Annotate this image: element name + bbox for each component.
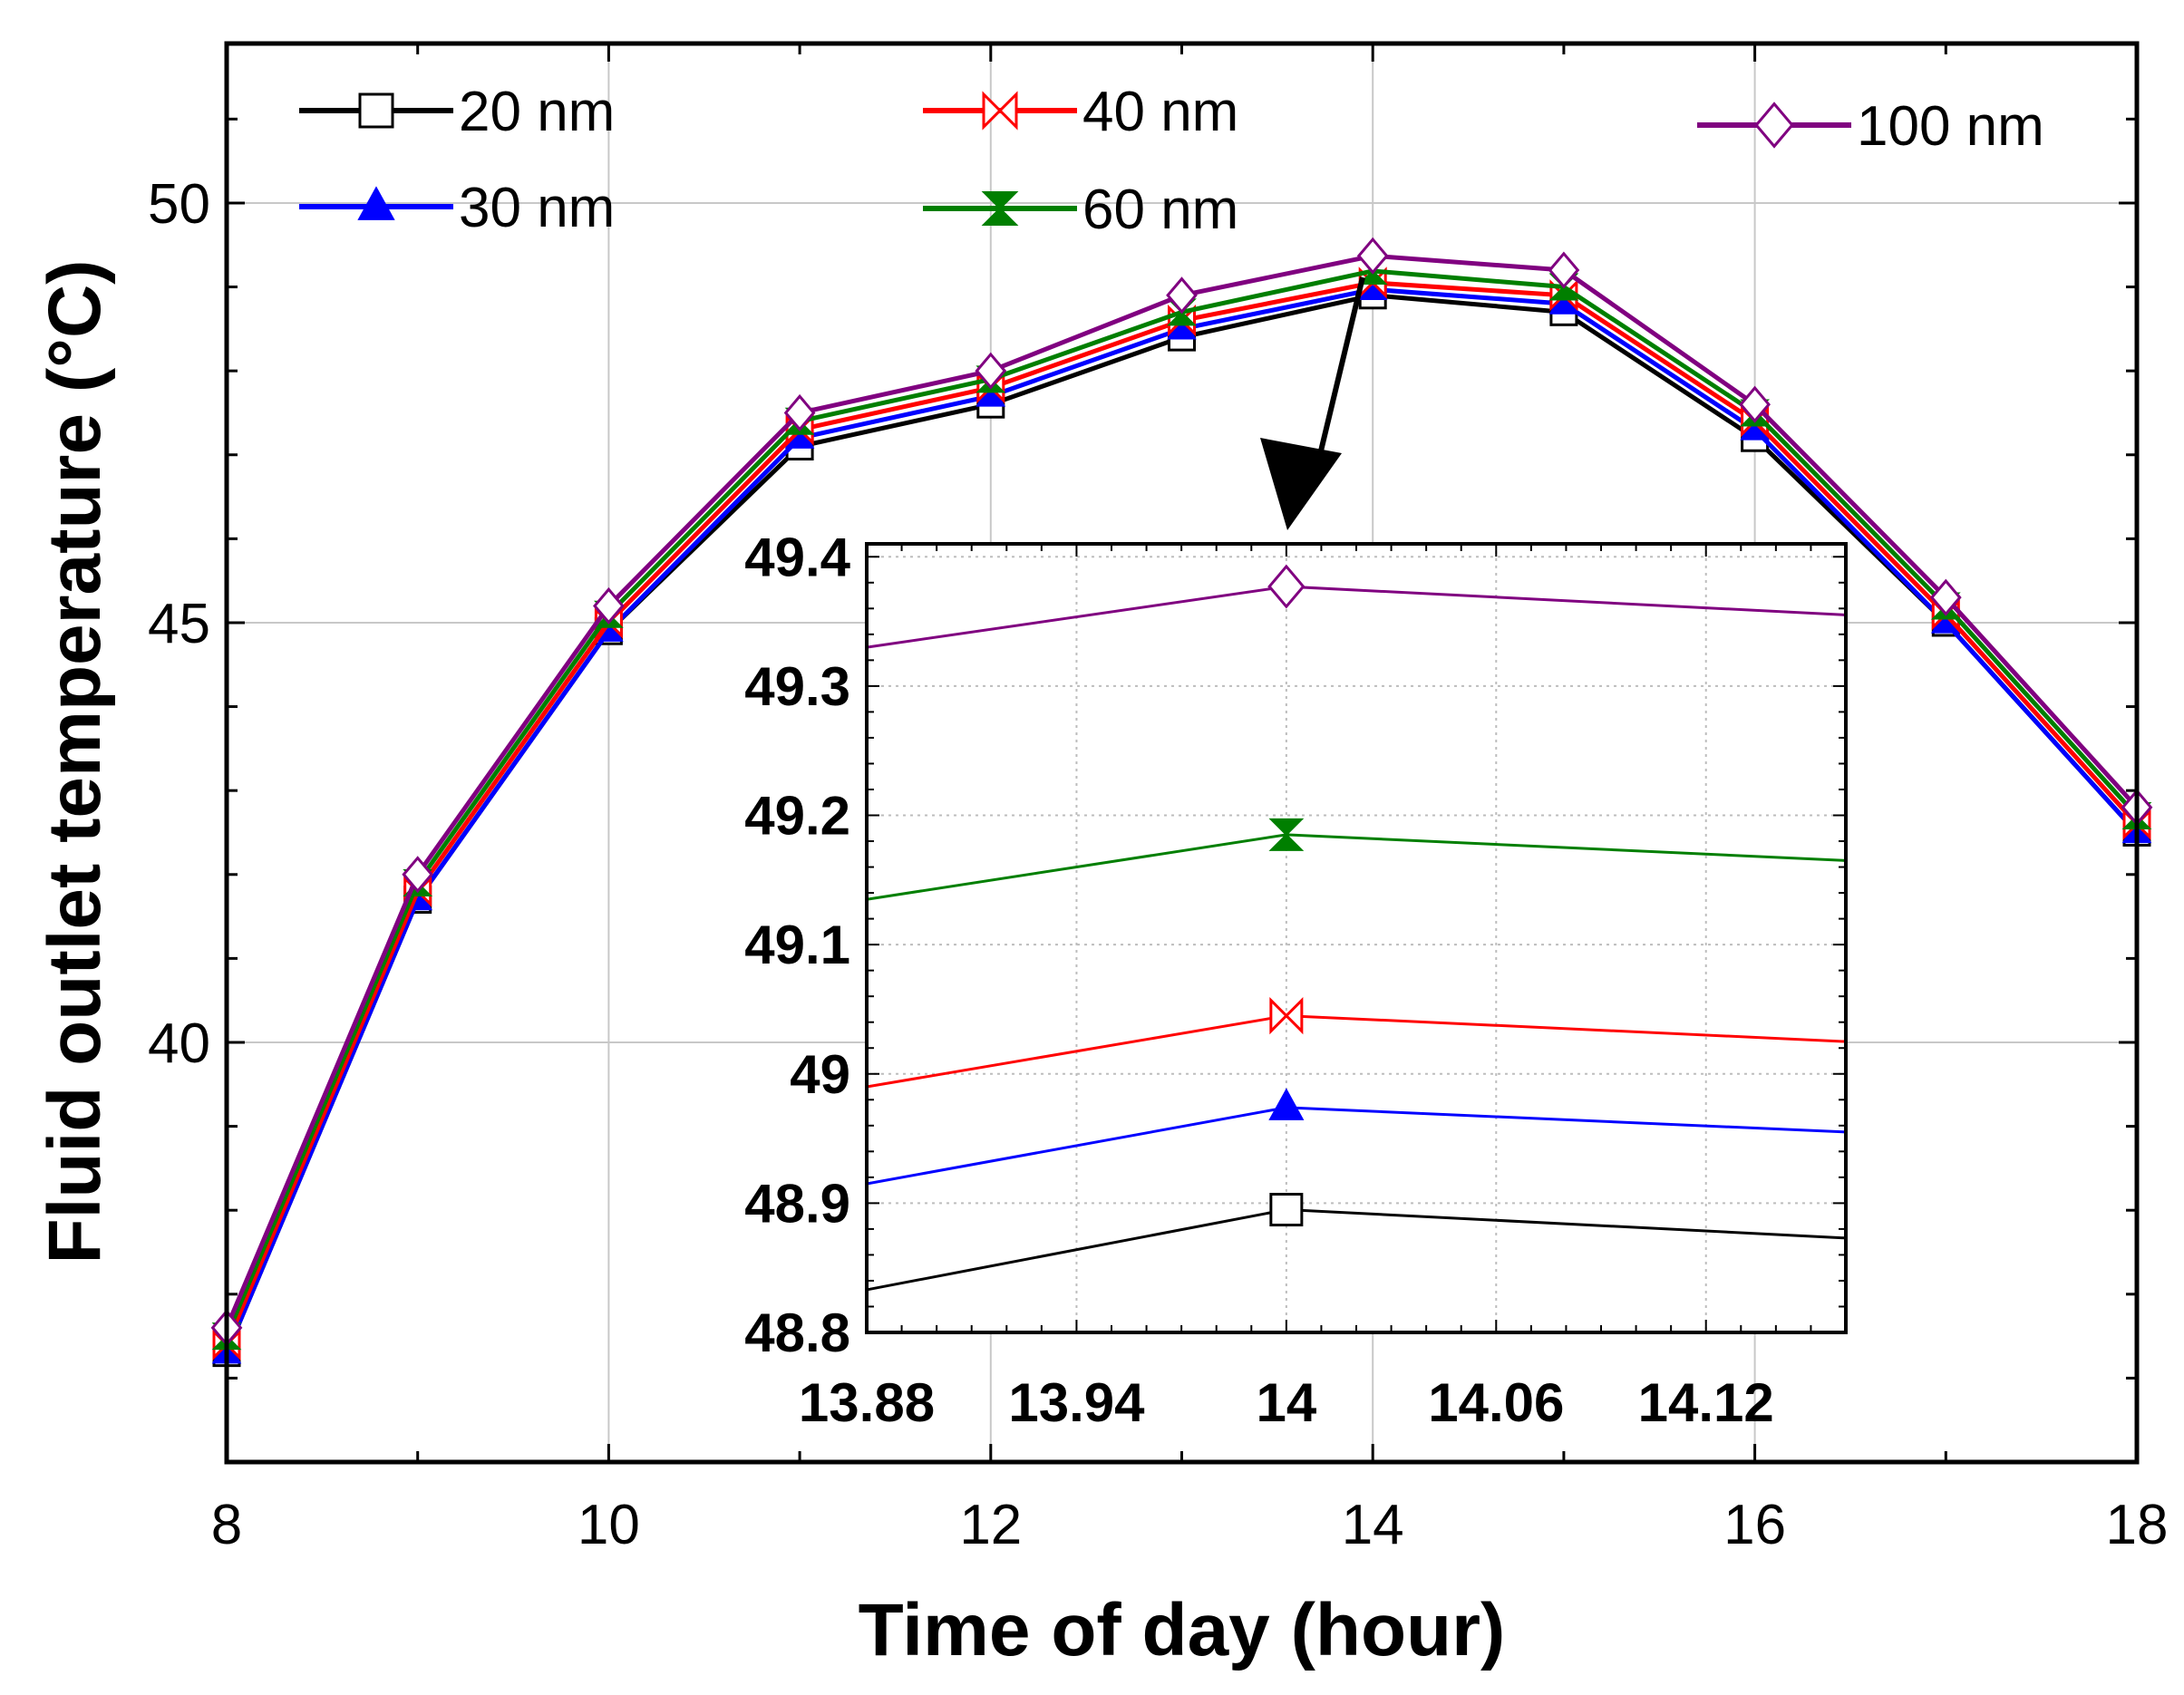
main-ticks: 8 10 12 14 16 18 40 45 50 xyxy=(148,44,2168,1556)
y-tick-label: 50 xyxy=(148,173,210,236)
inset-chart: 13.88 13.94 14 14.06 14.12 48.8 48.9 49 49.1 49.2… xyxy=(744,527,1848,1433)
data-point xyxy=(1166,276,1198,315)
inset-data-point xyxy=(1267,564,1306,609)
inset-series-30-nm xyxy=(866,1088,1847,1186)
data-point xyxy=(783,393,816,431)
inset-x-tick-label: 13.94 xyxy=(1008,1372,1145,1433)
x-tick-label: 12 xyxy=(959,1494,1022,1556)
y-tick-label: 45 xyxy=(148,593,210,655)
inset-series xyxy=(866,564,1847,1292)
x-axis-title: Time of day (hour) xyxy=(859,1589,1506,1671)
inset-data-point xyxy=(1268,1088,1305,1120)
legend-item-100-nm: 100 nm xyxy=(1697,95,2044,158)
y-axis-title: Fluid outlet temperature (°C) xyxy=(34,260,116,1264)
data-point xyxy=(593,586,625,625)
inset-data-point xyxy=(1269,1193,1304,1227)
legend-item-30-nm: 30 nm xyxy=(299,177,615,239)
main-series xyxy=(210,237,2153,1368)
legend-label: 30 nm xyxy=(459,177,615,239)
inset-y-tick-label: 48.9 xyxy=(744,1173,850,1234)
inset-y-tick-label: 48.8 xyxy=(744,1303,850,1363)
inset-x-tick-label: 14.06 xyxy=(1428,1372,1564,1433)
inset-grid xyxy=(867,544,1846,1332)
legend-label: 20 nm xyxy=(459,81,615,143)
inset-y-tick-label: 49.1 xyxy=(744,915,850,975)
legend: 20 nm 30 nm 40 nm 60 nm 100 nm xyxy=(299,81,2044,241)
inset-series-100-nm xyxy=(866,564,1847,649)
x-tick-label: 10 xyxy=(578,1494,640,1556)
inset-series-20-nm xyxy=(866,1193,1847,1292)
legend-marker xyxy=(981,191,1019,226)
inset-ticks: 13.88 13.94 14 14.06 14.12 48.8 48.9 49 49.1 49.2… xyxy=(744,527,1847,1433)
y-tick-label: 40 xyxy=(148,1012,210,1075)
inset-x-tick-label: 14 xyxy=(1256,1372,1316,1433)
legend-label: 60 nm xyxy=(1082,179,1238,241)
data-point xyxy=(975,352,1007,390)
legend-item-40-nm: 40 nm xyxy=(923,81,1238,143)
data-point xyxy=(1548,251,1580,289)
inset-series-60-nm xyxy=(866,818,1847,901)
inset-x-tick-label: 13.88 xyxy=(799,1372,935,1433)
data-point xyxy=(1356,237,1389,275)
inset-data-point xyxy=(1268,818,1305,851)
legend-label: 40 nm xyxy=(1082,81,1238,143)
x-tick-label: 18 xyxy=(2106,1494,2169,1556)
legend-item-60-nm: 60 nm xyxy=(923,179,1238,241)
data-point xyxy=(402,856,434,894)
inset-y-tick-label: 49 xyxy=(790,1044,850,1105)
x-tick-label: 8 xyxy=(211,1494,242,1556)
inset-x-tick-label: 14.12 xyxy=(1638,1372,1774,1433)
legend-item-20-nm: 20 nm xyxy=(299,81,615,143)
inset-data-point xyxy=(1269,996,1304,1035)
legend-marker xyxy=(982,91,1018,131)
arrow-head xyxy=(1260,438,1342,530)
arrow-shaft xyxy=(1315,276,1365,463)
inset-y-tick-label: 49.4 xyxy=(744,527,850,587)
legend-marker xyxy=(357,186,395,220)
inset-y-tick-label: 49.3 xyxy=(744,656,850,717)
inset-background xyxy=(867,544,1846,1332)
inset-series-40-nm xyxy=(866,996,1847,1089)
x-tick-label: 16 xyxy=(1723,1494,1786,1556)
data-point xyxy=(1929,578,1962,616)
inset-y-tick-label: 49.2 xyxy=(744,786,850,847)
data-point xyxy=(1739,385,1771,423)
legend-label: 100 nm xyxy=(1857,95,2044,158)
zoom-arrow xyxy=(1260,276,1365,530)
x-tick-label: 14 xyxy=(1342,1494,1404,1556)
legend-marker xyxy=(1754,102,1794,149)
legend-marker xyxy=(358,92,394,129)
